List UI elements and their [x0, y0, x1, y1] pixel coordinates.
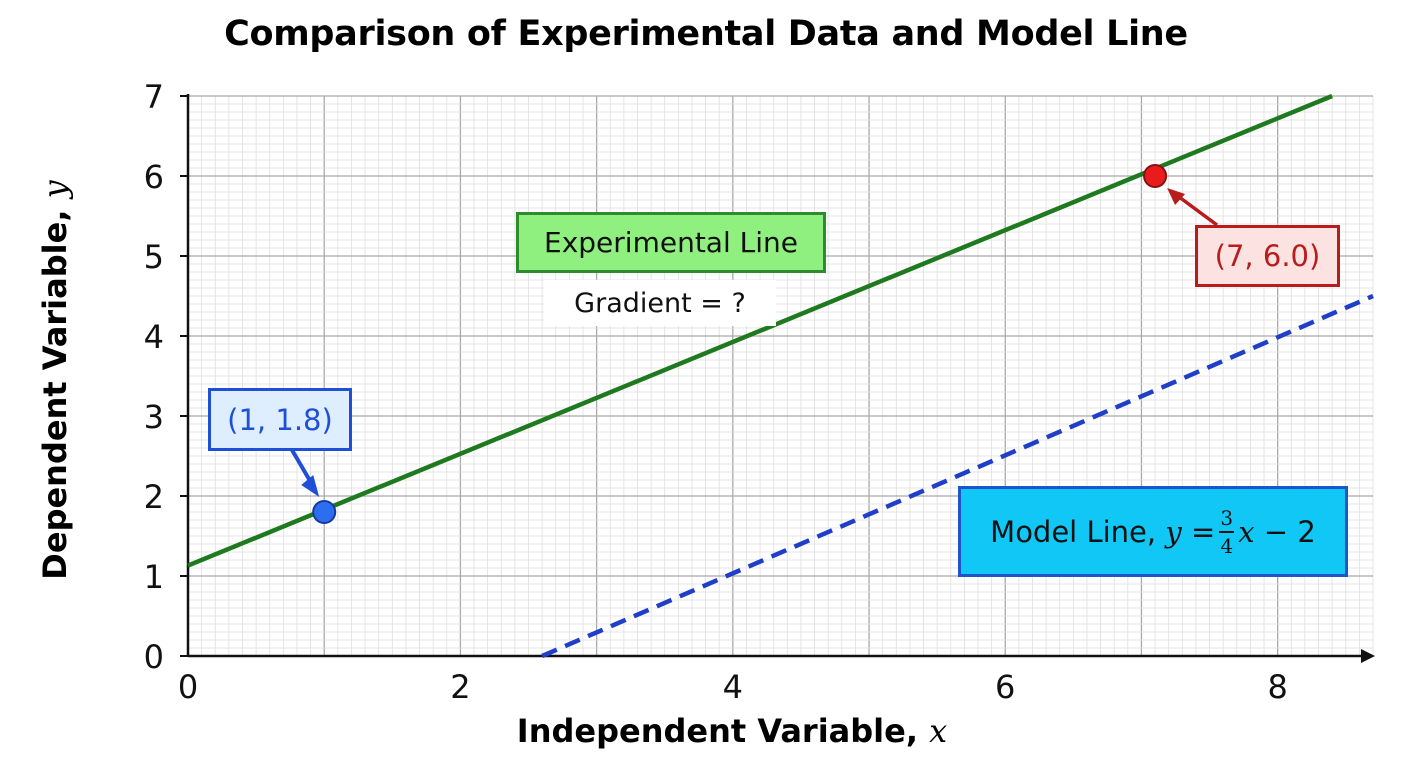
x-tick-label: 0	[178, 668, 198, 706]
fraction-numerator: 3	[1220, 505, 1234, 530]
x-tick-label: 8	[1267, 668, 1287, 706]
equation-rest: − 2	[1263, 514, 1316, 549]
model-line-text: Model Line,	[990, 514, 1157, 549]
callout-arrows	[290, 188, 1219, 497]
experimental-line	[187, 93, 1333, 568]
y-axis-title: Dependent Variable, y	[36, 180, 74, 579]
callout-arrow-2	[1174, 192, 1219, 227]
equation-x: x	[1238, 514, 1255, 549]
y-tick-label: 2	[144, 478, 164, 516]
x-tick-label: 2	[450, 668, 470, 706]
data-point-1	[312, 500, 337, 524]
data-points	[312, 164, 1168, 524]
y-tick-label: 7	[144, 78, 164, 116]
y-tick-label: 1	[144, 558, 164, 596]
y-axis-variable: y	[36, 180, 74, 199]
y-axis-label-text: Dependent Variable,	[36, 209, 74, 580]
x-tick-label: 4	[723, 668, 743, 706]
experimental-line-label: Experimental Line	[516, 212, 826, 273]
series-lines	[187, 93, 1374, 659]
chart-title: Comparison of Experimental Data and Mode…	[224, 14, 1188, 54]
data-point-2	[1143, 164, 1168, 188]
x-axis-arrowhead	[1361, 649, 1375, 663]
gradient-label: Gradient = ?	[544, 280, 776, 326]
axes	[186, 94, 1375, 663]
y-tick-label: 0	[144, 638, 164, 676]
x-tick-label: 6	[995, 668, 1015, 706]
y-tick-label: 4	[144, 318, 164, 356]
point-label-1: (1, 1.8)	[208, 388, 352, 451]
y-tick-label: 6	[144, 158, 164, 196]
callout-arrowhead-2	[1167, 188, 1186, 205]
grid	[187, 95, 1374, 657]
x-axis-variable: x	[929, 712, 948, 750]
callout-arrowhead-1	[301, 475, 320, 497]
model-line-label: Model Line, y = 3 4 x − 2	[958, 486, 1348, 577]
x-axis-title: Independent Variable, x	[0, 712, 1408, 750]
y-tick-label: 5	[144, 238, 164, 276]
fraction-denominator: 4	[1220, 533, 1234, 558]
y-tick-label: 3	[144, 398, 164, 436]
x-axis-label-text: Independent Variable,	[516, 712, 918, 750]
equation-lhs: y	[1165, 514, 1182, 549]
model-line	[541, 293, 1374, 659]
point-label-2: (7, 6.0)	[1195, 225, 1340, 287]
equation-equals: =	[1190, 514, 1216, 549]
